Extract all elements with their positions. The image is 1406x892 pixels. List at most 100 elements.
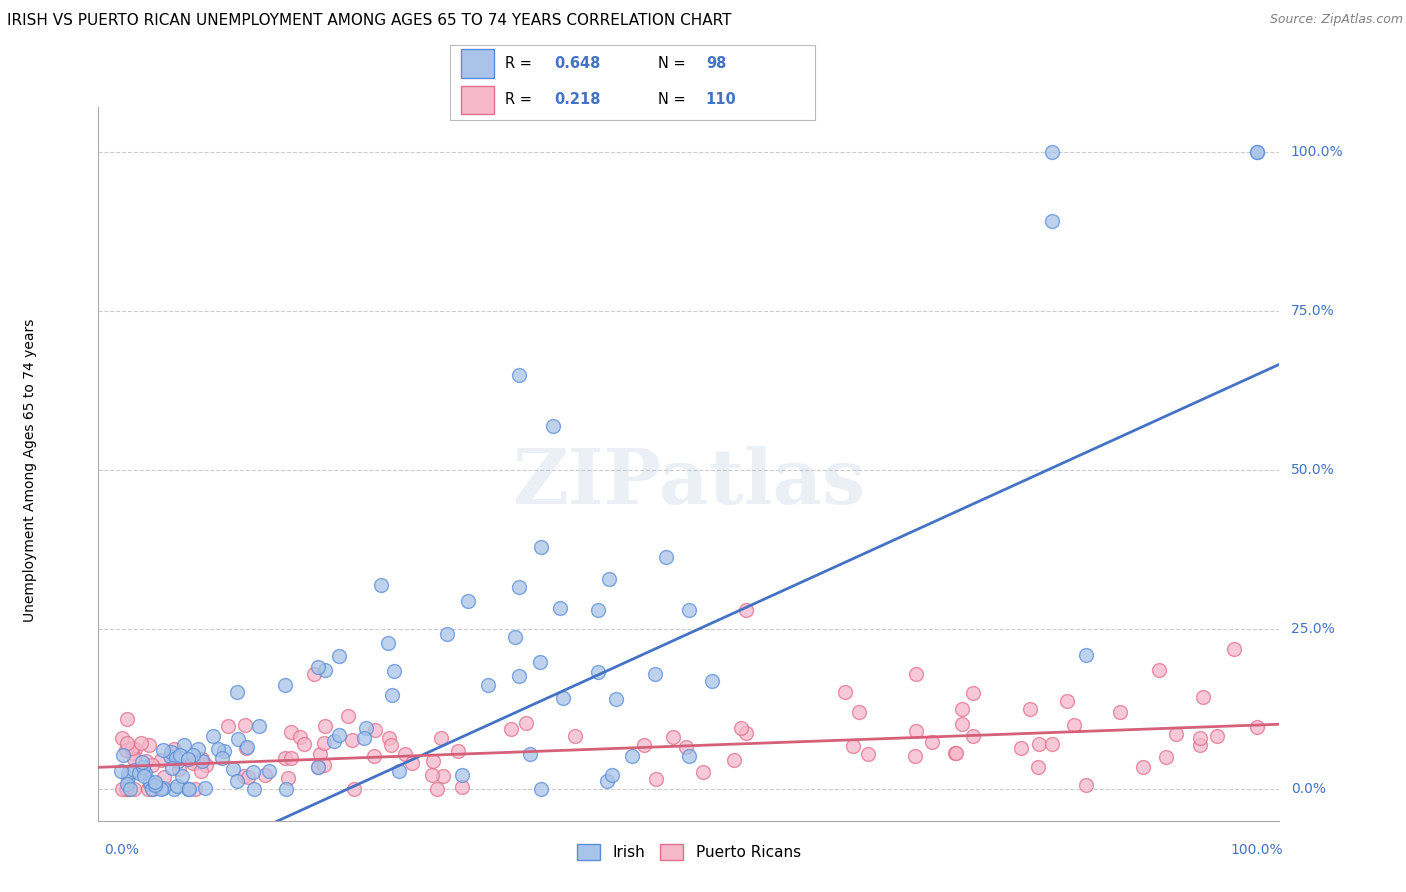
Point <box>723 753 745 767</box>
Point <box>280 725 302 739</box>
Point <box>343 781 366 796</box>
Point <box>1040 214 1063 228</box>
Point <box>150 753 173 767</box>
Point <box>253 768 276 782</box>
Point <box>904 748 927 763</box>
Point <box>503 631 526 645</box>
Point <box>950 716 973 731</box>
Point <box>274 678 297 692</box>
Point <box>905 723 928 738</box>
Point <box>842 739 865 754</box>
Point <box>309 747 332 761</box>
Point <box>734 726 756 740</box>
Text: 0.218: 0.218 <box>554 93 600 107</box>
Point <box>436 627 458 641</box>
Point <box>128 766 150 780</box>
Point <box>194 758 217 772</box>
Point <box>117 736 139 750</box>
Point <box>1223 641 1246 656</box>
Point <box>621 748 644 763</box>
Point <box>110 764 132 778</box>
Point <box>121 741 143 756</box>
Point <box>1154 750 1177 764</box>
Point <box>153 770 176 784</box>
Point <box>141 758 163 772</box>
Point <box>193 780 215 795</box>
Point <box>553 691 575 706</box>
Point <box>226 685 249 699</box>
Point <box>163 742 186 756</box>
Point <box>280 750 302 764</box>
Point <box>734 603 756 617</box>
Point <box>921 734 943 748</box>
Point <box>165 751 187 765</box>
Point <box>117 765 139 780</box>
Point <box>1246 145 1268 159</box>
Point <box>692 765 714 780</box>
Point <box>508 669 530 683</box>
Point <box>1063 718 1085 732</box>
Point <box>235 740 257 755</box>
Point <box>564 729 586 743</box>
Point <box>600 768 623 782</box>
FancyBboxPatch shape <box>461 86 494 114</box>
Point <box>382 664 405 678</box>
Point <box>1246 720 1268 734</box>
Point <box>477 678 499 692</box>
Point <box>160 760 183 774</box>
Point <box>1076 777 1098 791</box>
Point <box>288 730 311 744</box>
Point <box>191 754 214 768</box>
Point <box>1028 737 1050 751</box>
Point <box>447 744 470 758</box>
Point <box>277 771 299 785</box>
Point <box>422 755 444 769</box>
Point <box>138 777 160 791</box>
Point <box>117 770 139 784</box>
Point <box>173 738 195 752</box>
Point <box>1028 760 1050 774</box>
Point <box>132 769 155 783</box>
Text: 110: 110 <box>706 93 737 107</box>
Point <box>586 665 609 679</box>
Point <box>499 722 522 736</box>
Point <box>242 765 264 780</box>
Point <box>217 719 239 733</box>
Point <box>1188 738 1211 752</box>
Point <box>337 708 360 723</box>
Point <box>201 729 224 743</box>
Point <box>515 716 537 731</box>
Point <box>1147 663 1170 677</box>
Point <box>1132 760 1154 774</box>
Point <box>152 780 174 795</box>
Point <box>129 735 152 749</box>
Text: 0.0%: 0.0% <box>1291 781 1326 796</box>
Point <box>848 706 870 720</box>
Point <box>111 731 134 745</box>
Point <box>1040 737 1063 751</box>
Point <box>131 755 153 769</box>
Point <box>243 781 266 796</box>
Point <box>166 779 188 793</box>
Point <box>377 636 399 650</box>
Point <box>307 659 329 673</box>
Point <box>943 746 966 760</box>
Point <box>115 781 138 796</box>
Point <box>124 742 146 756</box>
Point <box>273 751 295 765</box>
Point <box>364 723 387 738</box>
Point <box>222 762 245 776</box>
Point <box>152 743 174 757</box>
Text: N =: N = <box>658 56 690 71</box>
Point <box>1109 706 1132 720</box>
Point <box>307 759 329 773</box>
Point <box>177 781 200 796</box>
Point <box>541 418 564 433</box>
Point <box>678 603 700 617</box>
Point <box>429 731 451 745</box>
Point <box>122 781 145 796</box>
Point <box>655 549 678 564</box>
Point <box>363 749 385 764</box>
Point <box>530 540 553 554</box>
Point <box>1246 145 1268 159</box>
